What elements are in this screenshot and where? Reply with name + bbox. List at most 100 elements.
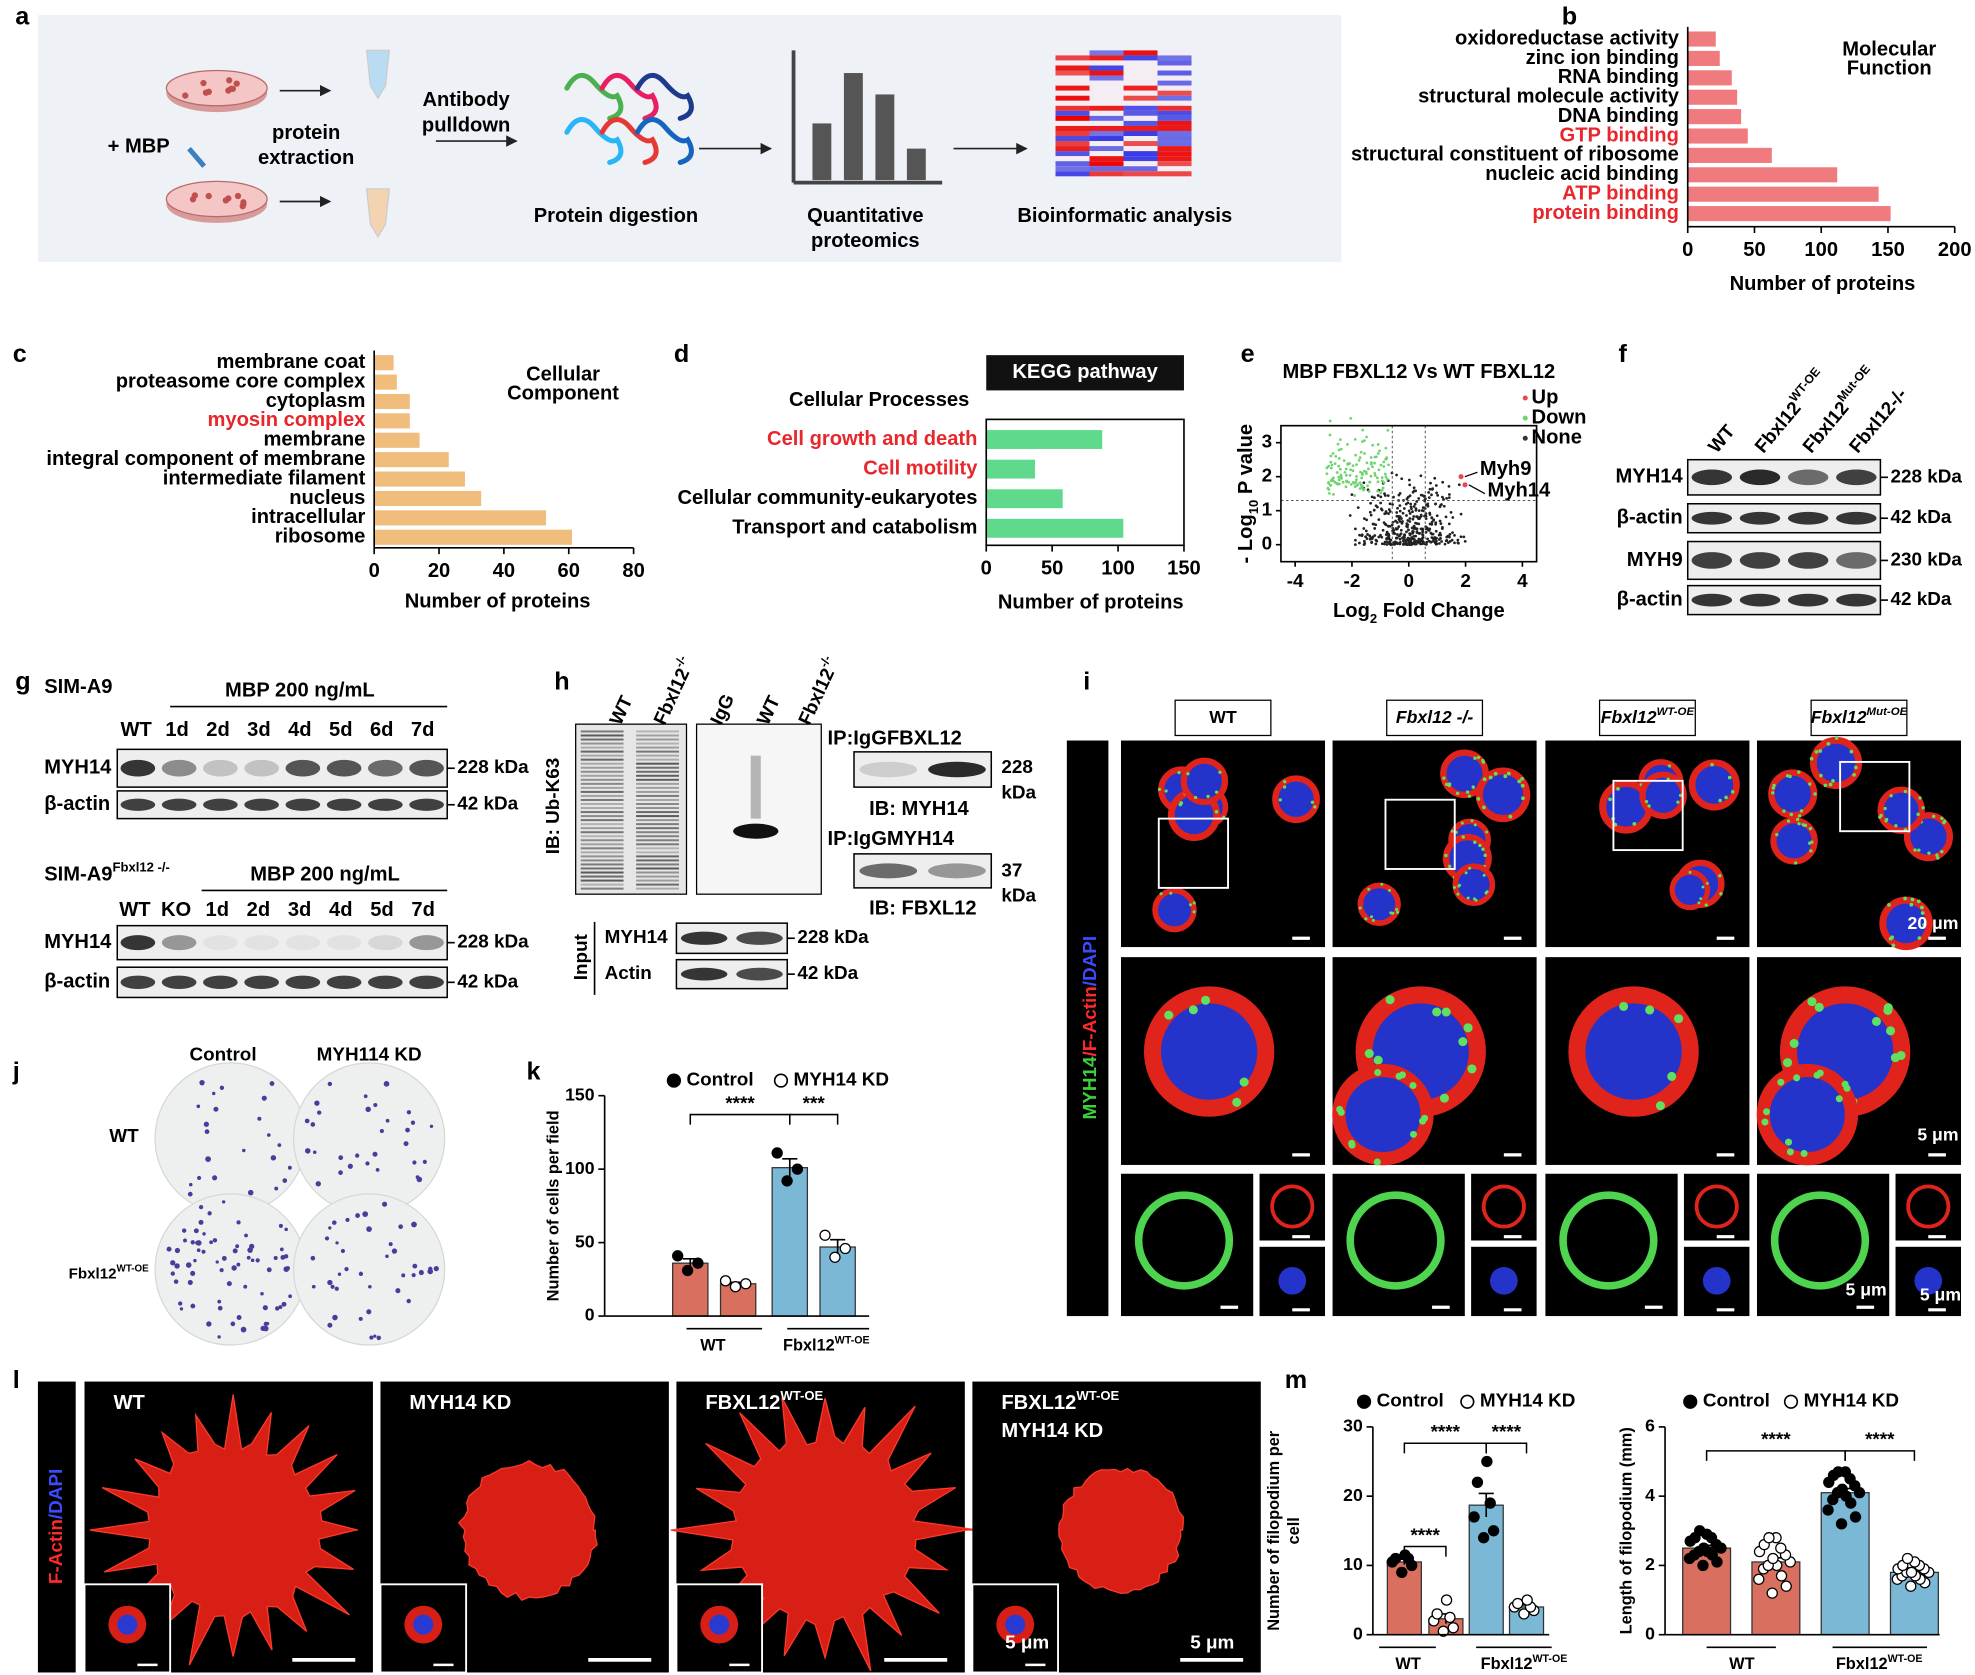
stained-cell: [279, 1247, 284, 1252]
decorative-point: [1451, 516, 1455, 519]
data-point: [1440, 1594, 1453, 1606]
cell: [1669, 869, 1711, 911]
stain-dot: [1488, 775, 1493, 780]
decorative-point: [1386, 429, 1390, 432]
x-tick-label: -4: [1287, 571, 1304, 592]
stain-dot: [1887, 903, 1891, 907]
blot-band: [244, 759, 279, 777]
decorative-point: [1409, 502, 1413, 506]
panel-title: MYH14 KD: [409, 1393, 511, 1415]
decorative-point: [1368, 510, 1372, 514]
blot-band: [244, 935, 279, 951]
smear-band: [580, 778, 624, 781]
stain-dot: [1608, 797, 1612, 802]
cell-outline: [1694, 1184, 1739, 1229]
stained-cell: [315, 1181, 321, 1187]
stained-cell: [174, 1247, 181, 1254]
decorative-point: [1414, 527, 1418, 531]
blot-band: [1691, 511, 1733, 525]
bar: [374, 510, 547, 526]
heatmap-cell: [1123, 171, 1158, 177]
heatmap-cell: [1123, 156, 1158, 162]
label-text: FBXL12: [705, 1393, 780, 1415]
category-label: membrane: [263, 429, 365, 451]
smear-band: [580, 847, 624, 850]
size-label: 228 kDa: [797, 927, 869, 948]
stain-dot: [1218, 770, 1222, 774]
heatmap-cell: [1055, 90, 1090, 96]
cell-outline: [1906, 1184, 1951, 1229]
row-label: β-actin: [44, 793, 110, 815]
stained-cell: [362, 1211, 369, 1217]
stain-dot: [1645, 1005, 1655, 1015]
stain-dot: [1188, 903, 1193, 907]
stain-dot: [1461, 835, 1465, 839]
cell-outline: [1770, 1191, 1870, 1290]
label: 228: [1001, 757, 1033, 778]
stain-dot: [1521, 796, 1525, 801]
stain-dot: [1178, 802, 1183, 807]
decorative-point: [1383, 492, 1386, 496]
title-box: [986, 355, 1184, 391]
x-tick-label: 100: [1101, 558, 1135, 580]
stain-dot: [1447, 782, 1452, 786]
y-axis-label: Number of filopodium per: [1265, 1430, 1283, 1631]
bar: [374, 355, 394, 371]
nucleus: [1278, 1266, 1307, 1295]
decorative-point: [1344, 473, 1348, 477]
smear-band: [636, 811, 679, 814]
category-label: membrane coat: [216, 351, 365, 373]
heatmap-cell: [1089, 60, 1124, 66]
decorative-point: [1350, 493, 1354, 497]
x-tick-label: WT: [700, 1337, 725, 1355]
stained-cell: [334, 1286, 339, 1291]
decorative-point: [1405, 530, 1408, 534]
stained-cell: [246, 1255, 251, 1260]
point-label: Myh9: [1480, 458, 1531, 480]
heatmap-cell: [1055, 130, 1090, 137]
decorative-point: [1400, 517, 1403, 520]
highlight-point: [1458, 474, 1464, 480]
lane-label: 1d: [165, 719, 189, 741]
heatmap-cell: [1055, 151, 1090, 157]
smear-band: [636, 827, 679, 830]
bar: [1751, 1561, 1801, 1636]
decorative-point: [1434, 529, 1438, 533]
smear-band: [636, 883, 679, 886]
stained-cell: [231, 1265, 237, 1271]
stained-cell: [185, 1262, 192, 1268]
stained-cell: [324, 1236, 330, 1241]
cell: [1756, 1063, 1859, 1166]
cell: [1152, 887, 1197, 933]
decorative-point: [1397, 525, 1401, 529]
stained-cell: [274, 1186, 279, 1191]
x-tick-label: 4: [1517, 571, 1528, 592]
heatmap-cell: [1157, 136, 1192, 142]
stain-dot: [1371, 918, 1375, 922]
decorative-point: [1337, 478, 1341, 482]
lane-label: Fbxl12-/-: [647, 653, 700, 728]
decorative-point: [1360, 533, 1364, 537]
stained-cell: [255, 1258, 260, 1263]
decorative-point: [1363, 539, 1366, 543]
plot-frame: [985, 418, 1185, 547]
lane-label: WT: [1704, 421, 1739, 457]
scale-label: 20 μm: [1908, 913, 1959, 933]
decorative-point: [1418, 532, 1422, 535]
decorative-point: [1379, 533, 1382, 537]
x-tick-label: Fbxl12WT-OE: [1836, 1653, 1923, 1674]
stain-dot: [1201, 995, 1211, 1005]
smear-band: [580, 734, 624, 737]
decorative-point: [1441, 495, 1444, 499]
stained-cell: [221, 1255, 227, 1261]
stained-cell: [240, 1326, 247, 1333]
cell-icon: [226, 77, 233, 84]
cell-outline: [1270, 1184, 1315, 1229]
decorative-point: [1417, 517, 1421, 521]
stain-dot: [1920, 911, 1925, 915]
y-tick-label: 2: [1645, 1554, 1655, 1574]
stained-cell: [385, 1118, 390, 1123]
blot-band: [285, 798, 321, 811]
stained-cell: [376, 1335, 382, 1341]
stained-cell: [410, 1120, 416, 1125]
